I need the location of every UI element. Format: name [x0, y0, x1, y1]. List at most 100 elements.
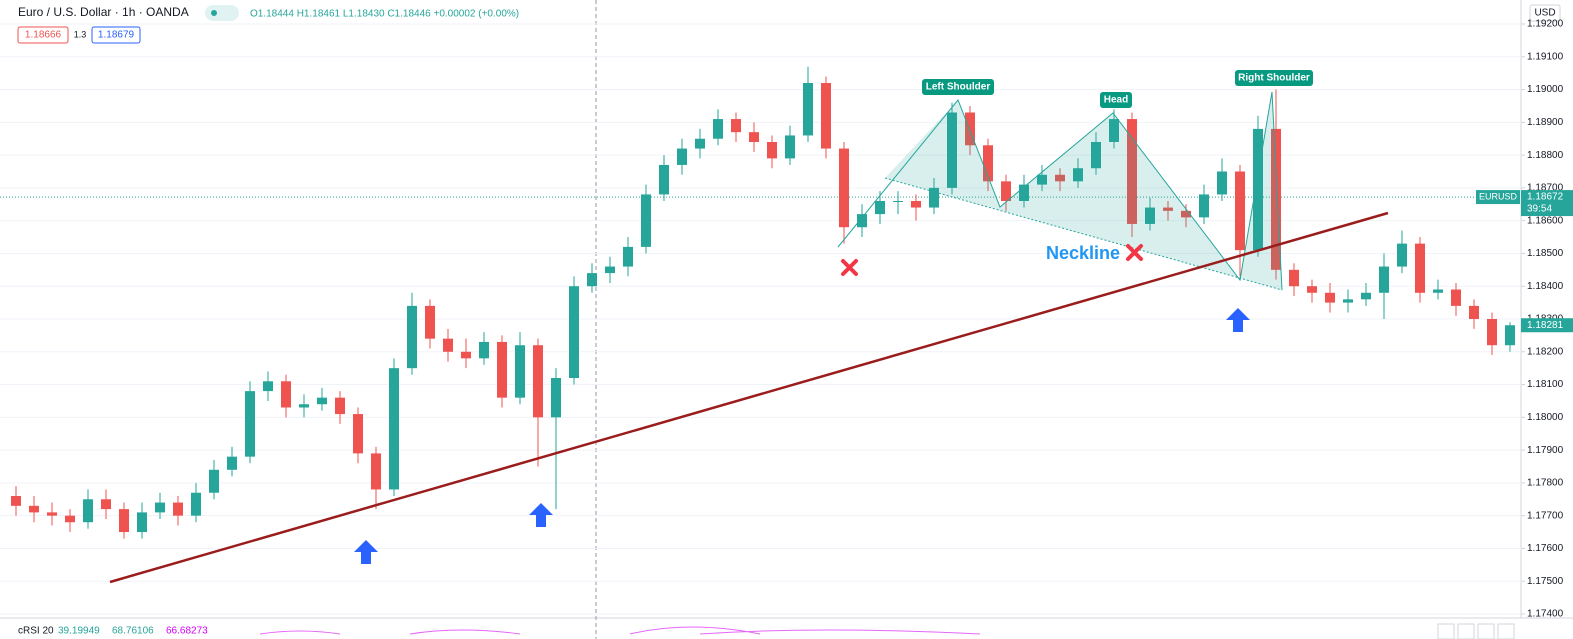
trendline [109, 211, 1389, 584]
x-mark [841, 259, 858, 276]
candle-body [1145, 207, 1155, 224]
candle-body [371, 453, 381, 490]
candle-body [1037, 174, 1047, 185]
candle-body [1361, 292, 1371, 300]
y-tick-label: 1.18900 [1527, 117, 1564, 128]
candle-body [839, 148, 849, 228]
y-tick-label: 1.19200 [1527, 19, 1564, 30]
pattern-label-box [922, 79, 994, 95]
candle-body [623, 246, 633, 267]
y-tick-label: 1.18700 [1527, 183, 1564, 194]
indicator-value: 68.76106 [112, 626, 154, 637]
candle-body [605, 266, 615, 274]
candle-body [353, 414, 363, 454]
candle-body [749, 132, 759, 142]
pattern-zigzag [837, 91, 1283, 291]
candle-body [335, 397, 345, 415]
ohlc-values: O1.18444 H1.18461 L1.18430 C1.18446 +0.0… [250, 9, 519, 20]
y-tick-label: 1.17400 [1527, 609, 1564, 620]
buy-box[interactable] [91, 26, 141, 44]
y-tick-label: 1.18600 [1527, 215, 1564, 226]
currency: USD [1534, 8, 1555, 19]
candle-body [1415, 243, 1425, 293]
y-tick-label: 1.19100 [1527, 51, 1564, 62]
y-tick-label: 1.18400 [1527, 281, 1564, 292]
candle-body [1325, 292, 1335, 303]
candle-body [1289, 269, 1299, 287]
countdown: 39:54 [1527, 204, 1552, 215]
candle-body [1271, 128, 1281, 270]
candle-body [1127, 119, 1137, 224]
candle-body [1181, 210, 1191, 218]
candle-body [443, 338, 453, 352]
candle-body [911, 201, 921, 208]
move-down-button[interactable] [1457, 623, 1475, 639]
compare-tag [1476, 190, 1520, 205]
y-tick-label: 1.17700 [1527, 510, 1564, 521]
candle-body [101, 499, 111, 510]
candle-body [1073, 168, 1083, 182]
maximize-button[interactable] [1497, 623, 1515, 639]
indicator-value: 39.19949 [58, 626, 100, 637]
move-up-button[interactable] [1437, 623, 1455, 639]
candle-body [1451, 289, 1461, 306]
candle-body [1253, 128, 1263, 251]
candle-body [731, 119, 741, 133]
candle-body [1307, 286, 1317, 293]
status-dot [211, 10, 217, 16]
candle-body [1397, 243, 1407, 267]
currency-button[interactable] [1529, 4, 1561, 22]
candle-body [533, 345, 543, 418]
x-mark [1126, 244, 1143, 261]
status-pill [205, 5, 239, 21]
indicator-value: 66.68273 [166, 626, 208, 637]
indicator-values: 39.19949 68.76106 66.68273 [58, 626, 208, 637]
candle-body [1199, 194, 1209, 218]
candle-body [299, 404, 309, 408]
candle-body [227, 456, 237, 470]
y-tick-label: 1.18200 [1527, 346, 1564, 357]
pattern-label-box [1235, 70, 1313, 86]
candles [11, 66, 1515, 539]
y-tick-label: 1.17500 [1527, 576, 1564, 587]
pattern-label: Head [1104, 95, 1128, 106]
indicator-curve [259, 626, 981, 635]
candle-body [587, 273, 597, 287]
y-tick-label: 1.17600 [1527, 543, 1564, 554]
candle-body [641, 194, 651, 247]
candle-body [677, 148, 687, 165]
up-arrow [1226, 308, 1250, 332]
pane-buttons [1437, 623, 1515, 639]
sell-price: 1.18666 [25, 30, 62, 41]
candle-body [965, 112, 975, 146]
candle-body [173, 502, 183, 516]
candle-body [551, 378, 561, 418]
sell-box[interactable] [17, 26, 69, 44]
candle-body [119, 509, 129, 533]
spread: 1.3 [74, 29, 87, 39]
candle-body [857, 214, 867, 228]
candle-body [497, 341, 507, 398]
y-tick-label: 1.18100 [1527, 379, 1564, 390]
candle-body [317, 397, 327, 405]
candle-body [821, 83, 831, 149]
compare-price-tag [1521, 190, 1573, 217]
candle-body [1469, 305, 1479, 319]
candle-body [803, 83, 813, 136]
compare-symbol: EURUSD [1479, 191, 1518, 201]
pattern-fill [885, 92, 1282, 290]
candle-body [1055, 174, 1065, 182]
close-button[interactable] [1477, 623, 1495, 639]
candle-body [11, 496, 21, 506]
pattern-label: Right Shoulder [1238, 73, 1310, 84]
candle-body [137, 512, 147, 533]
y-tick-label: 1.17800 [1527, 478, 1564, 489]
candle-body [1343, 299, 1353, 303]
pattern-label: Left Shoulder [926, 82, 991, 93]
symbol-title: Euro / U.S. Dollar · 1h · OANDA [18, 5, 189, 19]
candle-body [461, 351, 471, 359]
candle-body [1379, 266, 1389, 293]
candle-body [407, 305, 417, 369]
candle-body [155, 502, 165, 513]
y-tick-label: 1.18000 [1527, 412, 1564, 423]
